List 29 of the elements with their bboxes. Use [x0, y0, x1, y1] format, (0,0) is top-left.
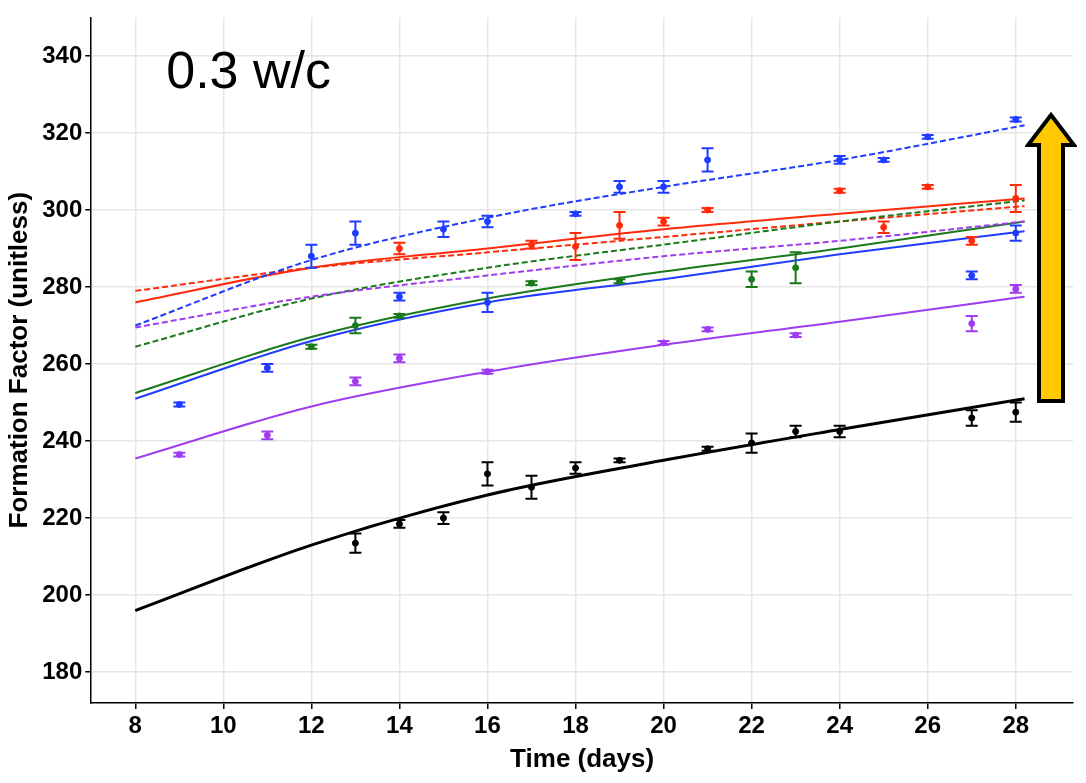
- x-tick-label: 16: [474, 711, 501, 739]
- x-tick-label: 20: [650, 711, 677, 739]
- x-tick-label: 10: [209, 711, 237, 739]
- y-tick-label: 220: [42, 502, 83, 530]
- x-tick-label: 28: [1002, 711, 1030, 739]
- x-axis-title: Time (days): [510, 742, 655, 773]
- y-tick-label: 260: [42, 348, 83, 376]
- y-tick-label: 240: [42, 425, 83, 453]
- x-tick-label: 12: [298, 711, 325, 739]
- line-series: [134, 220, 1026, 329]
- y-axis-title: Formation Factor (unitless): [2, 191, 33, 529]
- line-series: [134, 199, 1026, 348]
- y-tick-label: 300: [42, 194, 83, 222]
- line-series: [133, 397, 1027, 613]
- y-tick-label: 180: [42, 656, 83, 684]
- x-tick-label: 22: [738, 711, 765, 739]
- y-tick-label: 320: [42, 117, 83, 145]
- x-tick-label: 24: [826, 711, 854, 739]
- line-series: [134, 124, 1026, 327]
- y-tick-label: 280: [42, 271, 83, 299]
- annotation: 0.3 w/c: [166, 40, 331, 99]
- y-tick-label: 200: [42, 579, 83, 607]
- line-series: [134, 197, 1026, 304]
- x-tick-label: 18: [562, 711, 589, 739]
- x-tick-label: 14: [386, 711, 414, 739]
- x-tick-label: 8: [128, 711, 142, 739]
- y-tick-label: 340: [42, 40, 83, 68]
- line-series: [134, 295, 1026, 460]
- x-tick-label: 26: [914, 711, 942, 739]
